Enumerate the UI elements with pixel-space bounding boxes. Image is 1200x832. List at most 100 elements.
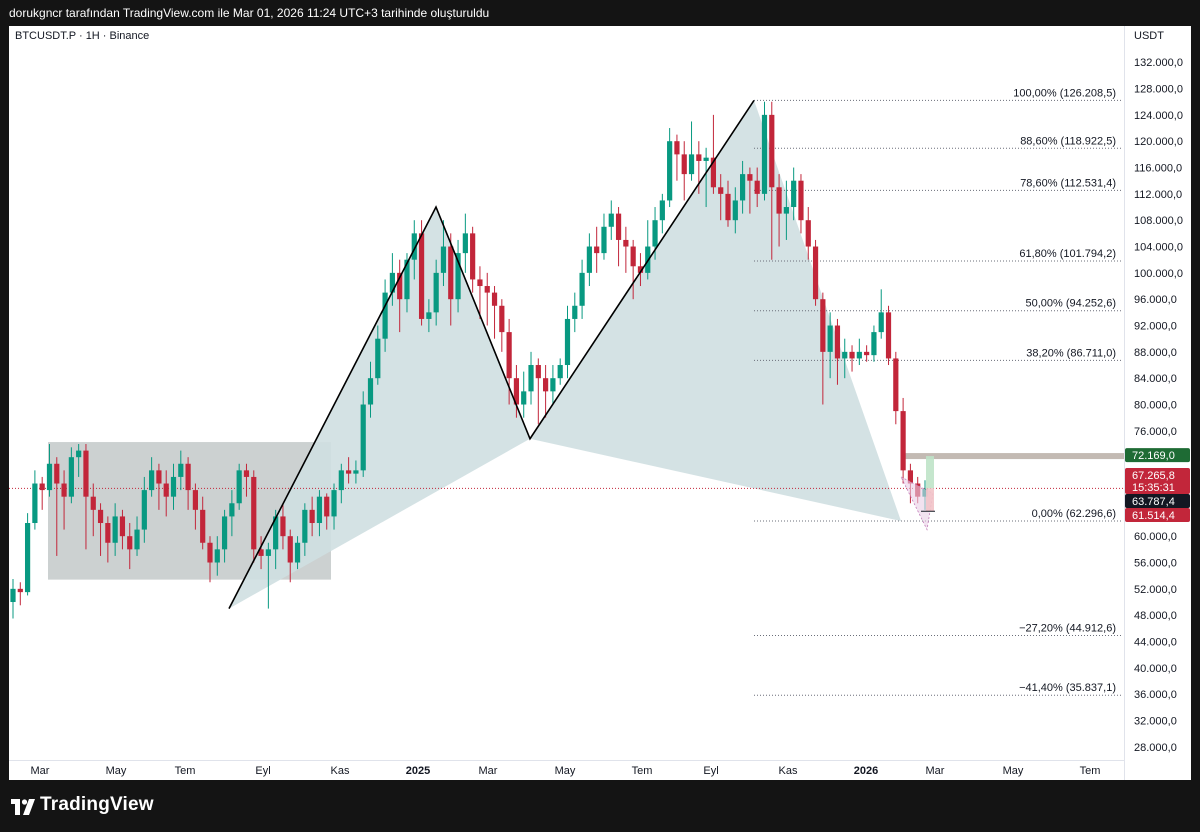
target-zone (905, 453, 1124, 460)
fib-label-1: 88,60% (118.922,5) (1020, 135, 1116, 147)
candle-body-102 (754, 180, 760, 194)
candle-body-74 (550, 378, 556, 392)
candle-body-31 (236, 470, 242, 504)
candle-body-49 (367, 378, 374, 405)
candle-body-123 (907, 470, 914, 484)
price-tick-12: 84.000,0 (1134, 373, 1177, 385)
price-tag-0 (1125, 448, 1190, 463)
candle-body-111 (820, 299, 826, 352)
candle-body-73 (543, 378, 549, 392)
fib-label-5: 38,20% (86.711,0) (1026, 347, 1116, 359)
price-tick-20: 40.000,0 (1134, 663, 1177, 675)
candle-body-117 (864, 351, 870, 356)
price-tick-13: 80.000,0 (1134, 400, 1177, 412)
time-label-10: Kas (779, 765, 798, 777)
candle-body-63 (470, 233, 476, 280)
price-tag-text-3-0: 61.514,4 (1132, 510, 1175, 522)
tradingview-brand: TradingView (40, 794, 154, 815)
caption-text: dorukgncr tarafından TradingView.com ile… (9, 6, 490, 20)
price-axis-bg (1124, 26, 1191, 780)
time-label-2: Tem (175, 765, 196, 777)
candle-body-68 (506, 332, 512, 379)
candle-body-86 (637, 266, 644, 273)
candle-body-79 (586, 246, 592, 273)
candle-body-20 (156, 470, 162, 484)
price-tick-19: 44.000,0 (1134, 637, 1177, 649)
price-tag-3 (1125, 508, 1190, 522)
candle-body-4 (39, 483, 45, 491)
price-tick-4: 116.000,0 (1134, 163, 1182, 175)
candle-body-54 (404, 259, 410, 300)
candle-body-81 (601, 226, 607, 254)
candle-body-32 (243, 470, 250, 477)
time-label-1: May (106, 765, 127, 777)
candle-body-116 (856, 351, 862, 359)
price-tick-18: 48.000,0 (1134, 610, 1177, 622)
price-tick-22: 32.000,0 (1134, 716, 1177, 728)
footer-bar: TradingView (0, 780, 1200, 832)
top-caption-bar: dorukgncr tarafından TradingView.com ile… (0, 0, 1200, 26)
candle-body-5 (46, 463, 53, 491)
candle-body-105 (776, 187, 782, 214)
candle-body-37 (280, 516, 286, 537)
candle-body-98 (725, 193, 731, 221)
candle-body-113 (834, 325, 841, 359)
candle-body-118 (871, 332, 877, 356)
candle-body-35 (265, 549, 271, 556)
price-tag-text-1-1: 15:35:31 (1132, 482, 1175, 494)
candle-body-53 (397, 272, 403, 300)
candle-body-103 (761, 114, 768, 194)
candle-body-44 (331, 490, 337, 517)
candle-body-90 (667, 141, 673, 201)
candle-body-26 (200, 509, 206, 543)
candle-body-60 (448, 246, 454, 300)
candle-body-51 (382, 292, 388, 339)
candle-body-115 (849, 351, 855, 359)
candle-body-76 (564, 318, 571, 366)
candle-body-92 (681, 154, 687, 175)
candle-body-1 (17, 588, 23, 593)
candle-body-16 (127, 536, 133, 550)
price-tag-2 (1125, 494, 1190, 508)
candle-body-9 (76, 450, 82, 458)
price-tag-text-1-0: 67.265,8 (1132, 470, 1175, 482)
candle-body-99 (732, 200, 738, 221)
symbol-info[interactable]: BTCUSDT.P · 1H · Binance (15, 30, 150, 42)
candle-body-40 (302, 509, 308, 543)
candle-body-95 (703, 157, 709, 161)
candle-body-97 (718, 187, 724, 194)
price-tick-14: 76.000,0 (1134, 426, 1177, 438)
candle-body-96 (710, 157, 717, 188)
candle-body-78 (579, 272, 585, 306)
candle-body-24 (185, 463, 191, 491)
price-tick-5: 112.000,0 (1134, 189, 1182, 201)
time-label-9: Eyl (703, 765, 718, 777)
candle-body-28 (214, 549, 220, 563)
time-axis-bg (9, 760, 1124, 780)
time-label-4: Kas (331, 765, 350, 777)
chart-frame[interactable]: 100,00% (126.208,5) 88,60% (118.922,5) 78,… (9, 26, 1191, 780)
time-label-14: Tem (1080, 765, 1101, 777)
position-profit-zone (926, 456, 934, 489)
candle-body-13 (105, 523, 111, 543)
candle-body-25 (192, 490, 198, 510)
time-label-0: Mar (31, 765, 50, 777)
candle-body-120 (885, 312, 892, 359)
fib-label-3: 61,80% (101.794,2) (1019, 248, 1116, 260)
candle-body-50 (375, 338, 381, 379)
candle-body-41 (309, 509, 315, 524)
candle-body-57 (426, 312, 432, 319)
candle-body-52 (389, 272, 395, 293)
candle-body-112 (827, 325, 833, 352)
price-tick-9: 96.000,0 (1134, 294, 1177, 306)
price-tag-1 (1125, 468, 1190, 494)
candle-body-65 (484, 286, 490, 293)
candle-body-29 (221, 516, 228, 550)
candle-body-64 (477, 279, 483, 287)
pattern-triangle-xab (229, 207, 530, 609)
candle-body-59 (440, 246, 447, 273)
candle-body-109 (805, 220, 811, 247)
price-tick-21: 36.000,0 (1134, 689, 1177, 701)
price-tick-3: 120.000,0 (1134, 136, 1183, 148)
chart-canvas[interactable]: 100,00% (126.208,5) 88,60% (118.922,5) 78,… (9, 26, 1191, 780)
